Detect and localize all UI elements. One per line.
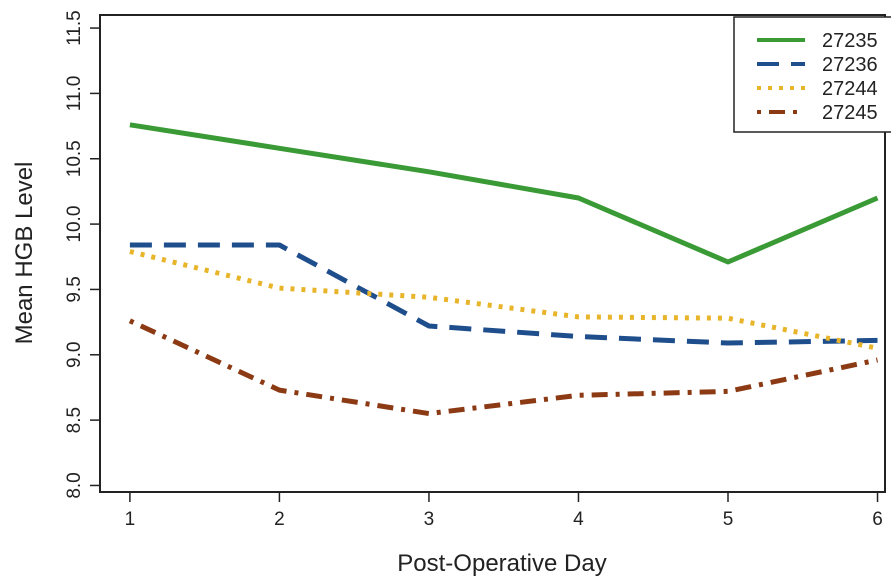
series-lines bbox=[128, 122, 879, 417]
y-tick-label: 11.0 bbox=[64, 76, 85, 112]
series-line-27244 bbox=[129, 249, 878, 351]
x-tick-label: 1 bbox=[125, 509, 136, 530]
y-tick-label: 8.5 bbox=[64, 407, 85, 433]
x-axis: 1 2 3 4 5 6 bbox=[125, 492, 883, 530]
x-tick-label: 3 bbox=[424, 509, 435, 530]
y-tick-label: 10.5 bbox=[64, 140, 85, 177]
y-tick-label: 9.5 bbox=[64, 276, 85, 302]
plot-frame bbox=[99, 14, 886, 493]
legend-label: 27236 bbox=[822, 54, 878, 76]
y-axis: 8.0 8.5 9.0 9.5 10.0 10.5 11.0 11.5 bbox=[64, 10, 100, 499]
y-axis-title: Mean HGB Level bbox=[11, 162, 38, 345]
legend-label: 27235 bbox=[822, 30, 878, 52]
y-tick-label: 8.0 bbox=[64, 472, 85, 498]
x-tick-label: 4 bbox=[573, 509, 584, 530]
series-line-27245 bbox=[128, 318, 879, 417]
y-tick-label: 10.0 bbox=[64, 206, 85, 243]
y-tick-label: 9.0 bbox=[64, 342, 85, 368]
legend-label: 27245 bbox=[822, 102, 878, 124]
legend-label: 27244 bbox=[822, 78, 878, 100]
x-tick-label: 5 bbox=[723, 509, 734, 530]
x-tick-label: 2 bbox=[274, 509, 285, 530]
y-tick-label: 11.5 bbox=[64, 10, 85, 46]
series-line-27235 bbox=[129, 122, 879, 265]
x-axis-title: Post-Operative Day bbox=[397, 550, 606, 577]
x-tick-label: 6 bbox=[872, 509, 883, 530]
series-line-27236 bbox=[129, 242, 878, 346]
